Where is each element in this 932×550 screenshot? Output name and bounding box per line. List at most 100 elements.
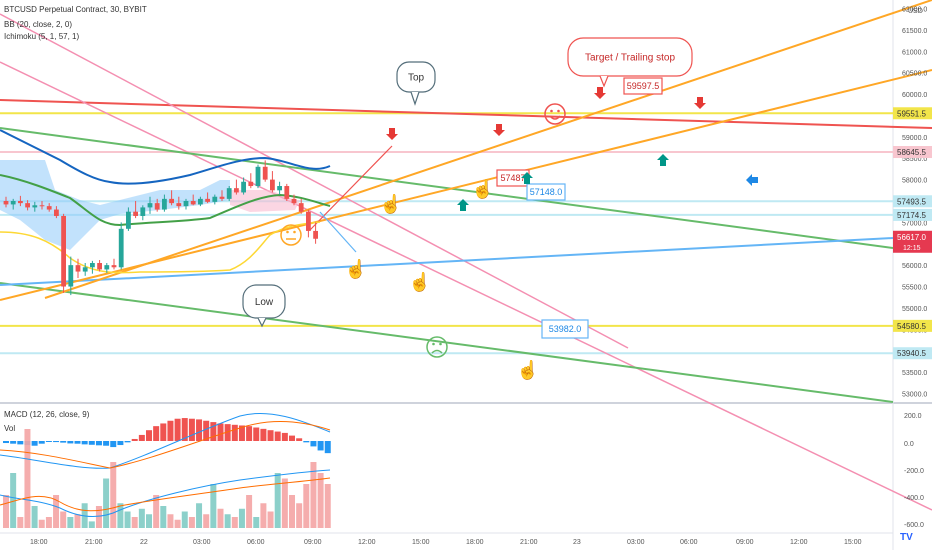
candle-body <box>169 198 174 204</box>
candle-body <box>68 265 74 287</box>
volume-bar <box>238 508 245 528</box>
trendline <box>0 69 932 301</box>
price-tag-59597-text: 59597.5 <box>627 81 660 91</box>
price-tick-label: 55500.0 <box>902 285 927 292</box>
price-tick-label: 58500.0 <box>902 156 927 163</box>
volume-bar <box>95 506 102 528</box>
macd-histogram-bar <box>60 441 67 443</box>
volume-bar <box>196 503 203 528</box>
volume-bar <box>188 517 195 528</box>
signal-line <box>0 421 331 469</box>
volume-bar <box>260 503 267 528</box>
price-level-badge-text: 58645.5 <box>897 148 926 157</box>
time-tick-label: 06:00 <box>247 539 265 546</box>
macd-histogram-bar <box>45 441 52 442</box>
volume-bar <box>117 503 124 528</box>
last-price-text: 56617.0 <box>897 233 926 242</box>
buy-arrow-icon <box>521 172 533 184</box>
price-tag-57148-text: 57148.0 <box>530 187 563 197</box>
sad-smiley-icon-mouth <box>431 349 443 354</box>
candle-body <box>97 263 102 270</box>
volume-bar <box>53 495 60 528</box>
volume-bar <box>274 473 281 528</box>
sell-arrow-icon <box>594 87 606 99</box>
volume-bar <box>167 514 174 528</box>
macd-tick-label: -600.0 <box>904 522 924 529</box>
bb-indicator-label[interactable]: BB (20, close, 2, 0) <box>4 20 73 29</box>
last-price-badge <box>893 230 932 253</box>
candle-body <box>90 263 95 268</box>
time-tick-label: 21:00 <box>520 539 538 546</box>
candle-body <box>277 186 282 191</box>
time-tick-label: 18:00 <box>466 539 484 546</box>
volume-bar <box>3 495 9 528</box>
macd-histogram-bar <box>217 423 224 441</box>
trendline <box>319 211 357 253</box>
happy-smiley-icon-eye <box>557 109 560 113</box>
candle-body <box>10 201 16 205</box>
price-level-badge <box>893 195 932 208</box>
price-level-badge-text: 54580.5 <box>897 322 926 331</box>
volume-bar <box>10 473 17 528</box>
sell-arrow-icon <box>386 128 398 140</box>
candle-body <box>234 188 239 193</box>
volume-bar <box>45 517 52 528</box>
pointing-hand-icon: ☝ <box>345 258 367 280</box>
trendline <box>0 127 894 249</box>
volume-bar <box>253 517 260 528</box>
candle-body <box>284 186 290 199</box>
time-tick-label: 09:00 <box>304 539 322 546</box>
macd-histogram-bar <box>310 441 317 447</box>
candle-body <box>162 198 167 210</box>
volume-bar <box>17 517 24 528</box>
happy-smiley-icon <box>544 103 566 125</box>
volume-bar <box>74 514 81 528</box>
candle-body <box>248 181 254 187</box>
time-tick-label: 15:00 <box>412 539 430 546</box>
tradingview-logo: TV <box>900 532 913 543</box>
macd-histogram-bar <box>231 424 238 441</box>
candle-body <box>32 205 38 208</box>
price-tick-label: 53500.0 <box>902 370 927 377</box>
candle-body <box>219 196 225 199</box>
volume-bar <box>310 462 317 528</box>
price-tick-label: 59000.0 <box>902 135 927 142</box>
sad-smiley-icon-eye <box>432 342 435 346</box>
candle-body <box>54 209 59 216</box>
macd-histogram-bar <box>117 441 124 446</box>
bollinger-basis <box>0 174 331 227</box>
candle-body <box>306 211 311 231</box>
volume-bar <box>281 478 288 528</box>
volume-bar <box>24 429 31 528</box>
candle-body <box>75 265 81 272</box>
target-callout <box>567 37 693 77</box>
candle-body <box>126 211 131 229</box>
volume-bar <box>267 511 274 528</box>
candle-body <box>111 265 117 268</box>
candle-body <box>255 166 261 187</box>
low-callout-text: Low <box>255 297 274 308</box>
ichimoku-indicator-label[interactable]: Ichimoku (5, 1, 57, 1) <box>4 32 80 41</box>
vol-label[interactable]: Vol <box>4 424 16 433</box>
macd-histogram-bar <box>238 425 245 441</box>
price-unit-label: USD <box>908 8 923 15</box>
macd-histogram-bar <box>188 418 195 441</box>
candle-body <box>154 203 160 210</box>
macd-label[interactable]: MACD (12, 26, close, 9) <box>4 410 90 419</box>
volume-bar <box>160 506 167 528</box>
macd-histogram-bar <box>103 441 110 446</box>
price-tick-label: 53000.0 <box>902 391 927 398</box>
candle-body <box>226 188 232 199</box>
macd-histogram-bar <box>267 430 274 441</box>
price-level-badge <box>893 319 932 332</box>
candle-body <box>190 201 196 205</box>
macd-histogram-bar <box>138 434 145 441</box>
happy-smiley-icon-eye <box>550 109 553 113</box>
price-level-badge <box>893 347 932 360</box>
macd-histogram-bar <box>146 430 152 441</box>
candle-body <box>205 198 210 202</box>
price-tick-label: 61000.0 <box>902 49 927 56</box>
macd-histogram-bar <box>81 441 88 445</box>
